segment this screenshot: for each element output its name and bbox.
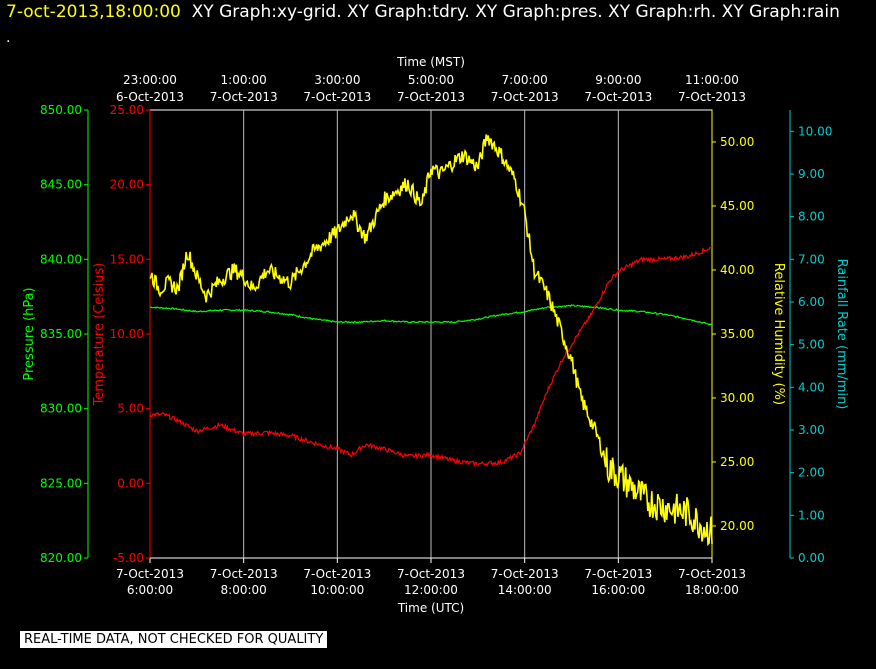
x-tick-label-bottom-date: 7-Oct-2013 bbox=[210, 567, 278, 581]
y-tick-label-humidity: 25.00 bbox=[720, 455, 754, 469]
y-tick-label-pressure: 835.00 bbox=[40, 327, 82, 341]
x-axis-label-top: Time (MST) bbox=[396, 55, 465, 69]
y-tick-label-rain: 2.00 bbox=[798, 466, 825, 480]
y-tick-label-temperature: 25.00 bbox=[110, 103, 144, 117]
x-tick-label-bottom-date: 7-Oct-2013 bbox=[397, 567, 465, 581]
y-tick-label-rain: 8.00 bbox=[798, 210, 825, 224]
y-tick-label-temperature: -5.00 bbox=[113, 551, 144, 565]
x-tick-label-bottom-time: 16:00:00 bbox=[591, 583, 645, 597]
title-graph-list: XY Graph:xy-grid. XY Graph:tdry. XY Grap… bbox=[191, 2, 840, 22]
x-tick-label-top-time: 9:00:00 bbox=[595, 73, 641, 87]
title-dot: . bbox=[6, 30, 11, 46]
x-axis-label-bottom: Time (UTC) bbox=[397, 601, 464, 615]
x-tick-label-top-date: 6-Oct-2013 bbox=[116, 90, 184, 104]
y-tick-label-humidity: 50.00 bbox=[720, 135, 754, 149]
x-tick-label-bottom-date: 7-Oct-2013 bbox=[303, 567, 371, 581]
y-tick-label-pressure: 825.00 bbox=[40, 476, 82, 490]
y-tick-label-temperature: 15.00 bbox=[110, 252, 144, 266]
x-tick-label-top-time: 1:00:00 bbox=[221, 73, 267, 87]
x-tick-label-bottom-date: 7-Oct-2013 bbox=[116, 567, 184, 581]
y-tick-label-rain: 0.00 bbox=[798, 551, 825, 565]
y-tick-label-rain: 6.00 bbox=[798, 295, 825, 309]
x-tick-label-bottom-time: 6:00:00 bbox=[127, 583, 173, 597]
y-tick-label-rain: 9.00 bbox=[798, 167, 825, 181]
x-tick-label-bottom-time: 14:00:00 bbox=[498, 583, 552, 597]
y-tick-label-humidity: 45.00 bbox=[720, 199, 754, 213]
x-tick-label-bottom-time: 10:00:00 bbox=[310, 583, 364, 597]
y-tick-label-temperature: 20.00 bbox=[110, 178, 144, 192]
x-tick-label-bottom-date: 7-Oct-2013 bbox=[584, 567, 652, 581]
x-tick-label-bottom-date: 7-Oct-2013 bbox=[678, 567, 746, 581]
y-tick-label-pressure: 840.00 bbox=[40, 252, 82, 266]
x-tick-label-top-time: 23:00:00 bbox=[123, 73, 177, 87]
y-axis-label-temperature: Temperature (Celsius) bbox=[92, 263, 107, 407]
y-tick-label-rain: 5.00 bbox=[798, 338, 825, 352]
y-tick-label-humidity: 40.00 bbox=[720, 263, 754, 277]
title-datetime: 7-oct-2013,18:00:00 bbox=[6, 2, 181, 22]
y-tick-label-rain: 1.00 bbox=[798, 508, 825, 522]
x-tick-label-top-time: 3:00:00 bbox=[314, 73, 360, 87]
x-tick-label-top-date: 7-Oct-2013 bbox=[210, 90, 278, 104]
series-line-temperature bbox=[149, 246, 713, 468]
y-axis-label-pressure: Pressure (hPa) bbox=[22, 287, 37, 380]
quality-disclaimer: REAL-TIME DATA, NOT CHECKED FOR QUALITY bbox=[20, 631, 328, 648]
y-tick-label-pressure: 850.00 bbox=[40, 103, 82, 117]
x-tick-label-top-date: 7-Oct-2013 bbox=[678, 90, 746, 104]
y-axis-label-rain: Rainfall Rate (mm/min) bbox=[834, 259, 849, 410]
y-tick-label-pressure: 830.00 bbox=[40, 402, 82, 416]
y-tick-label-pressure: 820.00 bbox=[40, 551, 82, 565]
x-tick-label-top-date: 7-Oct-2013 bbox=[303, 90, 371, 104]
x-tick-label-bottom-time: 18:00:00 bbox=[685, 583, 739, 597]
y-tick-label-rain: 10.00 bbox=[798, 124, 832, 138]
y-axis-label-humidity: Relative Humidity (%) bbox=[771, 263, 786, 405]
y-tick-label-humidity: 20.00 bbox=[720, 519, 754, 533]
x-tick-label-top-date: 7-Oct-2013 bbox=[397, 90, 465, 104]
y-tick-label-temperature: 10.00 bbox=[110, 327, 144, 341]
y-tick-label-rain: 7.00 bbox=[798, 252, 825, 266]
y-tick-label-humidity: 35.00 bbox=[720, 327, 754, 341]
y-tick-label-temperature: 0.00 bbox=[117, 476, 144, 490]
y-tick-label-pressure: 845.00 bbox=[40, 178, 82, 192]
window-title: 7-oct-2013,18:00:00 XY Graph:xy-grid. XY… bbox=[6, 2, 840, 22]
x-tick-label-top-date: 7-Oct-2013 bbox=[584, 90, 652, 104]
x-tick-label-bottom-time: 8:00:00 bbox=[221, 583, 267, 597]
y-tick-label-rain: 3.00 bbox=[798, 423, 825, 437]
x-tick-label-top-time: 7:00:00 bbox=[502, 73, 548, 87]
x-tick-label-top-time: 11:00:00 bbox=[685, 73, 739, 87]
y-tick-label-temperature: 5.00 bbox=[117, 402, 144, 416]
x-tick-label-bottom-date: 7-Oct-2013 bbox=[491, 567, 559, 581]
x-tick-label-top-time: 5:00:00 bbox=[408, 73, 454, 87]
series-line-humidity bbox=[149, 134, 713, 547]
x-tick-label-bottom-time: 12:00:00 bbox=[404, 583, 458, 597]
y-tick-label-humidity: 30.00 bbox=[720, 391, 754, 405]
series-line-pressure bbox=[150, 304, 713, 326]
y-tick-label-rain: 4.00 bbox=[798, 380, 825, 394]
x-tick-label-top-date: 7-Oct-2013 bbox=[491, 90, 559, 104]
